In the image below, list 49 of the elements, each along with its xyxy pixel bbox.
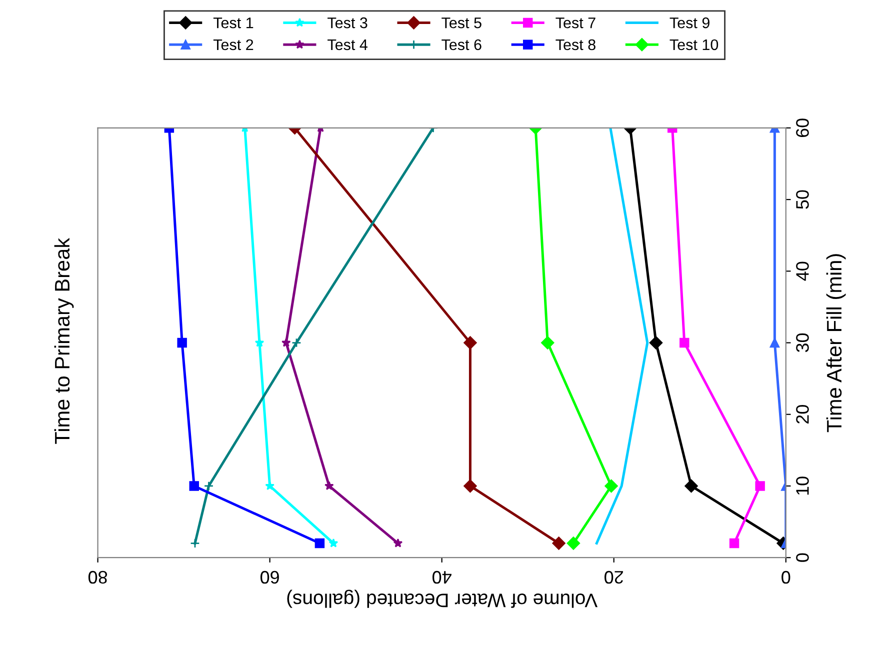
x-tick-label: 40 <box>432 570 452 584</box>
text: Time to Primary Break <box>54 238 74 444</box>
point <box>190 538 200 548</box>
point <box>314 538 325 548</box>
point <box>684 479 698 493</box>
x-axis-title: Volume of Water Decanted (gallons) <box>287 590 598 608</box>
x-tick-label: 20 <box>604 570 623 584</box>
point <box>177 338 187 348</box>
point <box>566 536 580 550</box>
legend-label: Test 5 <box>442 18 482 28</box>
point <box>292 338 302 348</box>
point <box>393 538 403 548</box>
point <box>189 481 199 491</box>
point <box>265 481 274 490</box>
y-tick-label: 10 <box>796 476 809 495</box>
point <box>541 336 554 350</box>
point <box>649 336 663 350</box>
y-tick-label: 50 <box>796 190 809 209</box>
x-tick-label: 60 <box>260 570 279 584</box>
point <box>604 479 618 493</box>
legend-label: Test 6 <box>442 39 482 50</box>
x-tick-label: 80 <box>88 570 108 584</box>
y-axis-title: Time After Fill (min) <box>826 254 846 432</box>
point <box>680 338 690 348</box>
y-tick-label: 20 <box>796 405 809 424</box>
legend-label: Test 1 <box>213 18 254 28</box>
point <box>204 481 214 491</box>
line-series <box>595 128 649 545</box>
point <box>464 336 477 350</box>
point <box>552 536 566 550</box>
point <box>281 338 291 347</box>
point <box>729 538 740 548</box>
legend-label: Test 4 <box>328 39 368 50</box>
legend-label: Test 8 <box>556 39 596 50</box>
point <box>324 481 334 490</box>
legend-label: Test 10 <box>670 39 718 50</box>
legend-label: Test 7 <box>556 18 596 28</box>
legend-label: Test 3 <box>328 17 368 28</box>
point <box>464 479 477 493</box>
x-tick-label: 0 <box>782 570 790 584</box>
point <box>254 338 264 347</box>
y-tick-label: 30 <box>796 333 809 352</box>
legend-label: Test 9 <box>670 17 710 28</box>
legend-label: Test 2 <box>213 39 254 50</box>
point <box>328 538 338 548</box>
y-tick-label: 0 <box>796 553 809 562</box>
y-tick-label: 60 <box>796 118 809 138</box>
y-tick-label: 40 <box>796 262 809 281</box>
point <box>755 481 765 491</box>
